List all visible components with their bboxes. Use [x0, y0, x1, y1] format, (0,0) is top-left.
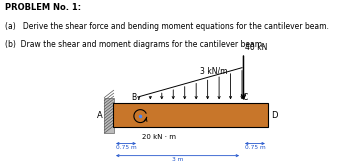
Bar: [113, 103, 268, 127]
Bar: [104, 98, 114, 133]
Text: PROBLEM No. 1:: PROBLEM No. 1:: [5, 3, 81, 12]
Text: 3 m: 3 m: [172, 157, 183, 162]
Text: 40 kN: 40 kN: [245, 42, 267, 51]
Text: 0.75 m: 0.75 m: [116, 145, 136, 150]
Text: 0.75 m: 0.75 m: [245, 145, 265, 150]
Text: 20 kN · m: 20 kN · m: [142, 134, 176, 140]
Text: A: A: [97, 111, 103, 120]
Text: C: C: [243, 93, 248, 102]
Text: (a)   Derive the shear force and bending moment equations for the cantilever bea: (a) Derive the shear force and bending m…: [5, 22, 329, 31]
Text: 3 kN/m: 3 kN/m: [200, 67, 228, 76]
Text: B: B: [132, 93, 137, 102]
Text: (b)  Draw the shear and moment diagrams for the cantilever beam.: (b) Draw the shear and moment diagrams f…: [5, 40, 265, 49]
Text: D: D: [271, 111, 278, 120]
